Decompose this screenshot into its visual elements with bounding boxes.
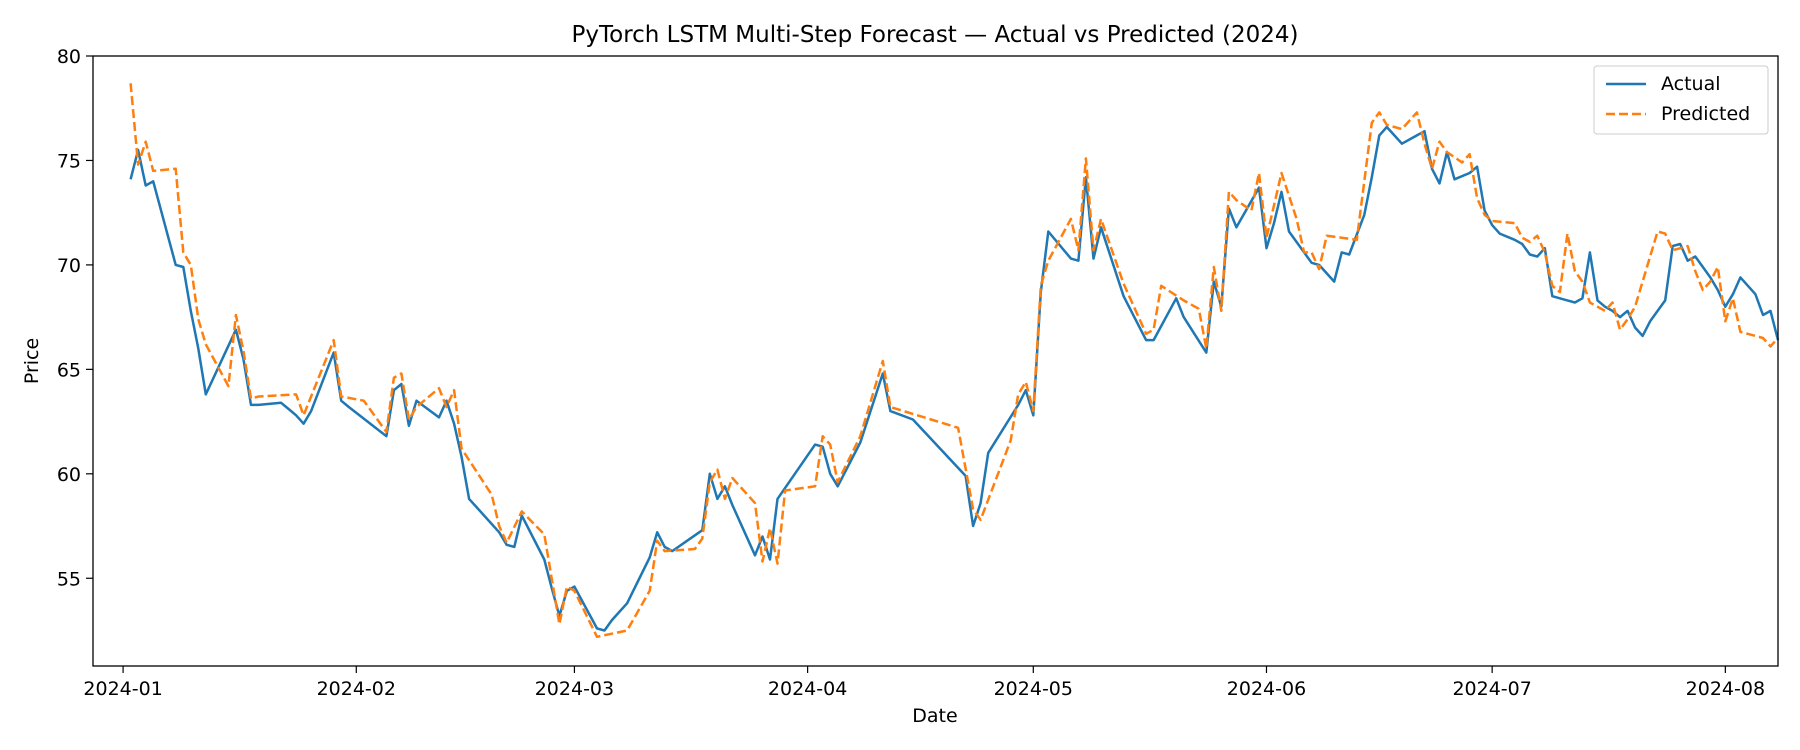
y-tick-label: 65 xyxy=(57,359,81,381)
y-axis-label: Price xyxy=(21,338,43,384)
x-tick-label: 2024-04 xyxy=(768,678,847,700)
legend-predicted-label: Predicted xyxy=(1661,103,1750,125)
x-tick-label: 2024-02 xyxy=(317,678,396,700)
x-tick-label: 2024-08 xyxy=(1686,678,1765,700)
y-tick-label: 80 xyxy=(57,46,81,68)
y-tick-label: 75 xyxy=(57,150,81,172)
legend: Actual Predicted xyxy=(1593,65,1769,135)
x-axis: 2024-01 2024-02 2024-03 2024-04 2024-05 2024-… xyxy=(83,666,1765,700)
x-axis-label: Date xyxy=(912,705,957,727)
y-tick-label: 70 xyxy=(57,255,81,277)
chart-title: PyTorch LSTM Multi-Step Forecast — Actua… xyxy=(572,22,1299,48)
x-tick-label: 2024-01 xyxy=(83,678,162,700)
x-tick-label: 2024-05 xyxy=(994,678,1073,700)
series-layer xyxy=(129,83,1780,639)
y-tick-label: 60 xyxy=(57,464,81,486)
plot-frame xyxy=(92,55,1779,667)
x-tick-label: 2024-07 xyxy=(1452,678,1531,700)
legend-actual-label: Actual xyxy=(1661,73,1721,95)
y-tick-label: 55 xyxy=(57,568,81,590)
x-tick-label: 2024-06 xyxy=(1227,678,1306,700)
x-tick-label: 2024-03 xyxy=(535,678,614,700)
series-line-predicted xyxy=(129,83,1779,639)
y-axis: 55 60 65 70 75 80 xyxy=(57,46,93,590)
